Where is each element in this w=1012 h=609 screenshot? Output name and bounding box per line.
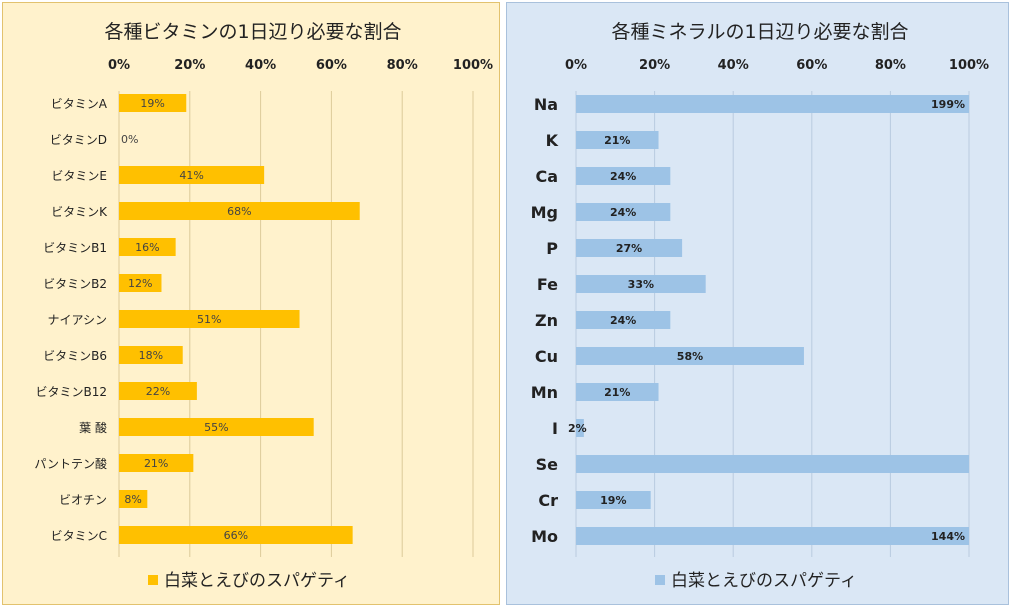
bar <box>119 490 148 508</box>
legend-label: 白菜とえびのスパゲティ <box>164 571 350 591</box>
bar <box>119 526 353 544</box>
legend-swatch <box>148 575 158 585</box>
x-tick-label: 0% <box>565 58 587 73</box>
data-label: 55% <box>204 421 228 434</box>
category-label: 葉 酸 <box>79 420 107 435</box>
x-tick-label: 20% <box>174 58 205 73</box>
category-label: Fe <box>537 275 558 294</box>
x-tick-label: 0% <box>108 58 130 73</box>
category-label: ビタミンB1 <box>43 241 107 255</box>
bar <box>576 455 969 473</box>
category-label: ビタミンE <box>51 169 107 183</box>
bar <box>576 239 683 257</box>
x-tick-label: 80% <box>387 58 418 73</box>
data-label: 24% <box>610 206 636 219</box>
bar <box>119 418 314 436</box>
mineral-chart-panel: 各種ミネラルの1日辺り必要な割合 0% 20% 40% 60% 80% 100% Na 199%… <box>506 2 1009 605</box>
bar <box>576 347 804 365</box>
data-label: 2% <box>568 422 587 435</box>
category-label: Zn <box>535 311 558 330</box>
category-label: Cr <box>538 491 558 510</box>
x-tick-label: 40% <box>718 58 749 73</box>
data-label: 58% <box>677 350 703 363</box>
x-tick-label: 60% <box>316 58 347 73</box>
bar <box>576 275 706 293</box>
category-label: Ca <box>535 167 558 186</box>
data-label: 144% <box>931 530 965 543</box>
vitamin-chart-panel: 各種ビタミンの1日辺り必要な割合 0% 20% 40% 60% 80% 100% ビタミンA 1… <box>2 2 500 605</box>
x-tick-label: 20% <box>639 58 670 73</box>
x-tick-label: 100% <box>949 58 989 73</box>
data-label: 24% <box>610 170 636 183</box>
bar <box>576 491 651 509</box>
mineral-chart: 各種ミネラルの1日辺り必要な割合 0% 20% 40% 60% 80% 100% Na 199%… <box>531 21 989 591</box>
data-label: 12% <box>128 277 152 290</box>
bar <box>119 238 176 256</box>
category-label: ビタミンC <box>51 529 107 543</box>
bar <box>576 95 969 113</box>
bar <box>119 346 183 364</box>
x-tick-label: 80% <box>875 58 906 73</box>
data-label: 0% <box>121 133 138 146</box>
bar <box>119 202 360 220</box>
bar <box>119 310 300 328</box>
data-label: 19% <box>600 494 626 507</box>
category-label: ビタミンA <box>51 97 108 111</box>
bar <box>119 94 187 112</box>
category-label: P <box>546 239 558 258</box>
x-tick-label: 100% <box>453 58 493 73</box>
data-label: 68% <box>227 205 251 218</box>
bar <box>119 454 194 472</box>
legend-label: 白菜とえびのスパゲティ <box>671 571 857 591</box>
data-label: 21% <box>604 134 630 147</box>
chart-title: 各種ビタミンの1日辺り必要な割合 <box>104 21 401 43</box>
bar <box>576 131 659 149</box>
vitamin-chart: 各種ビタミンの1日辺り必要な割合 0% 20% 40% 60% 80% 100% ビタミンA 1… <box>34 21 493 591</box>
bar <box>119 274 162 292</box>
bar <box>576 167 671 185</box>
category-label: K <box>546 131 559 150</box>
bar <box>119 166 265 184</box>
category-label: ビタミンD <box>50 133 107 147</box>
category-label: ビタミンB12 <box>35 385 107 399</box>
category-label: Mg <box>531 203 558 222</box>
x-tick-label: 40% <box>245 58 276 73</box>
chart-title: 各種ミネラルの1日辺り必要な割合 <box>611 21 908 43</box>
data-label: 21% <box>144 457 168 470</box>
category-label: ビオチン <box>59 493 107 507</box>
category-label: ビタミンB2 <box>43 277 107 291</box>
category-label: パントテン酸 <box>34 456 107 471</box>
category-label: Cu <box>535 347 558 366</box>
category-label: ビタミンB6 <box>43 349 107 363</box>
category-label: Mo <box>531 527 558 546</box>
data-label: 8% <box>124 493 141 506</box>
data-label: 66% <box>224 529 248 542</box>
x-tick-label: 60% <box>796 58 827 73</box>
data-label: 16% <box>135 241 159 254</box>
data-label: 19% <box>140 97 164 110</box>
bar <box>119 382 197 400</box>
category-label: Mn <box>531 383 558 402</box>
category-label: Na <box>534 95 558 114</box>
category-label: ナイアシン <box>47 313 107 327</box>
legend-swatch <box>655 575 665 585</box>
data-label: 51% <box>197 313 221 326</box>
bar <box>576 527 969 545</box>
bar <box>576 383 659 401</box>
data-label: 33% <box>628 278 654 291</box>
data-label: 27% <box>616 242 642 255</box>
data-label: 22% <box>146 385 170 398</box>
bar <box>576 419 584 437</box>
category-label: I <box>552 419 558 438</box>
data-label: 41% <box>179 169 203 182</box>
category-label: ビタミンK <box>51 205 108 219</box>
bar <box>576 311 671 329</box>
data-label: 199% <box>931 98 965 111</box>
data-label: 18% <box>139 349 163 362</box>
data-label: 24% <box>610 314 636 327</box>
category-label: Se <box>536 455 559 474</box>
bar <box>576 203 671 221</box>
data-label: 21% <box>604 386 630 399</box>
